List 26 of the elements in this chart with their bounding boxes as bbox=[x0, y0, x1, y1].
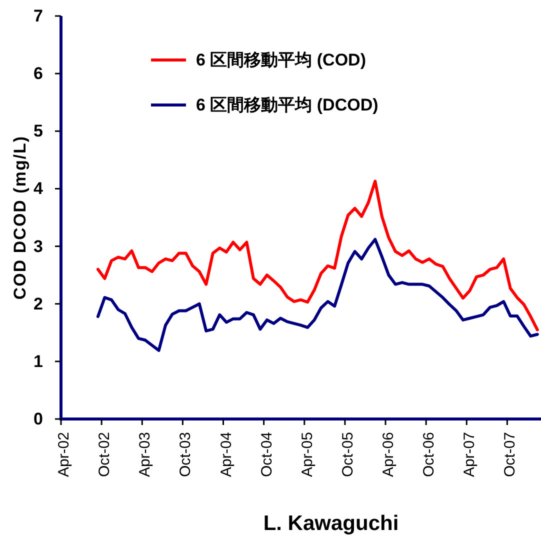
x-tick-label: Oct-05 bbox=[339, 432, 356, 478]
x-tick-label: Oct-02 bbox=[96, 432, 114, 478]
line-series bbox=[96, 180, 539, 332]
x-tick-label: Apr-06 bbox=[380, 432, 398, 478]
y-axis-title: COD DCOD (mg/L) bbox=[10, 135, 30, 300]
x-tick-label: Apr-05 bbox=[298, 432, 316, 478]
y-tick-label: 0 bbox=[34, 410, 43, 428]
y-tick-label: 1 bbox=[34, 352, 43, 371]
x-tick-label: Oct-07 bbox=[502, 432, 519, 478]
x-tick-label: Apr-02 bbox=[56, 432, 72, 478]
x-tick-label: Apr-03 bbox=[136, 432, 154, 478]
y-tick-label: 7 bbox=[34, 6, 43, 26]
y-tick-label: 2 bbox=[34, 294, 43, 314]
y-tick-label: 4 bbox=[34, 179, 44, 198]
x-tick-label: Oct-06 bbox=[420, 432, 438, 478]
x-axis-title: L. Kawaguchi bbox=[263, 512, 399, 535]
y-tick-label: 5 bbox=[34, 122, 43, 141]
x-tick-label: Apr-04 bbox=[218, 432, 235, 478]
y-tick-label: 6 bbox=[34, 64, 43, 84]
y-tick-label: 3 bbox=[34, 236, 43, 256]
x-tick-label: Apr-07 bbox=[461, 432, 478, 478]
x-tick-label: Oct-04 bbox=[258, 432, 276, 478]
legend-label: 6 区間移動平均 (DCOD) bbox=[196, 96, 378, 114]
x-tick-label: Oct-03 bbox=[177, 432, 194, 478]
legend-label: 6 区間移動平均 (COD) bbox=[196, 50, 366, 70]
line-series bbox=[96, 238, 539, 352]
